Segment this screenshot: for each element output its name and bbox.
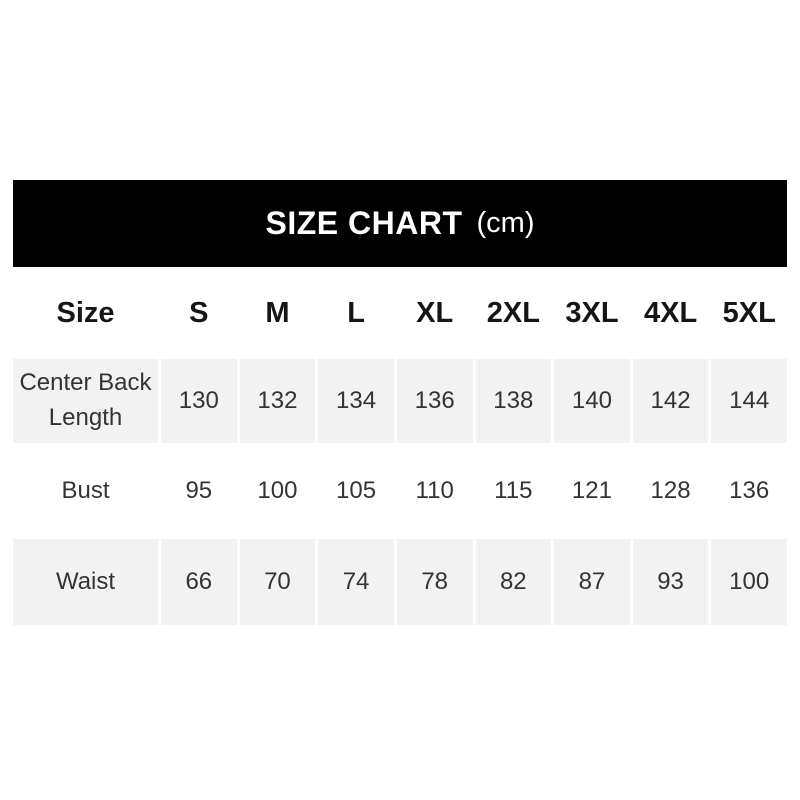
cell: 136 — [711, 446, 787, 536]
header-cell-xl: XL — [396, 270, 473, 356]
cell: 128 — [632, 446, 709, 536]
row-label: Bust — [13, 446, 158, 536]
banner-unit: (cm) — [476, 207, 535, 239]
header-cell-4xl: 4XL — [632, 270, 709, 356]
cell: 78 — [396, 539, 473, 625]
header-cell-3xl: 3XL — [554, 270, 630, 356]
cell: 134 — [318, 359, 394, 443]
cell: 136 — [396, 359, 473, 443]
banner-title: SIZE CHART — [265, 205, 463, 241]
header-cell-l: L — [318, 270, 394, 356]
cell: 138 — [475, 359, 552, 443]
header-cell-s: S — [161, 270, 237, 356]
size-chart-banner: SIZE CHART (cm) — [13, 180, 787, 267]
cell: 100 — [239, 446, 316, 536]
cell: 140 — [554, 359, 630, 443]
cell: 95 — [161, 446, 237, 536]
header-cell-m: M — [239, 270, 316, 356]
cell: 130 — [161, 359, 237, 443]
cell: 105 — [318, 446, 394, 536]
cell: 110 — [396, 446, 473, 536]
row-label: Center Back Length — [13, 359, 158, 443]
cell: 100 — [711, 539, 787, 625]
row-label: Waist — [13, 539, 158, 625]
cell: 93 — [632, 539, 709, 625]
size-chart-table: Size S M L XL 2XL 3XL 4XL 5XL Center Bac… — [10, 267, 790, 628]
cell: 142 — [632, 359, 709, 443]
size-chart-page: SIZE CHART (cm) Size S M L XL 2XL 3XL 4X… — [0, 180, 800, 628]
table-row-center-back-length: Center Back Length 130 132 134 136 138 1… — [13, 359, 787, 443]
cell: 74 — [318, 539, 394, 625]
cell: 66 — [161, 539, 237, 625]
cell: 121 — [554, 446, 630, 536]
header-cell-5xl: 5XL — [711, 270, 787, 356]
cell: 87 — [554, 539, 630, 625]
table-row-bust: Bust 95 100 105 110 115 121 128 136 — [13, 446, 787, 536]
cell: 82 — [475, 539, 552, 625]
header-cell-size: Size — [13, 270, 158, 356]
cell: 115 — [475, 446, 552, 536]
cell: 132 — [239, 359, 316, 443]
cell: 70 — [239, 539, 316, 625]
header-cell-2xl: 2XL — [475, 270, 552, 356]
table-row-waist: Waist 66 70 74 78 82 87 93 100 — [13, 539, 787, 625]
cell: 144 — [711, 359, 787, 443]
header-row: Size S M L XL 2XL 3XL 4XL 5XL — [13, 270, 787, 356]
